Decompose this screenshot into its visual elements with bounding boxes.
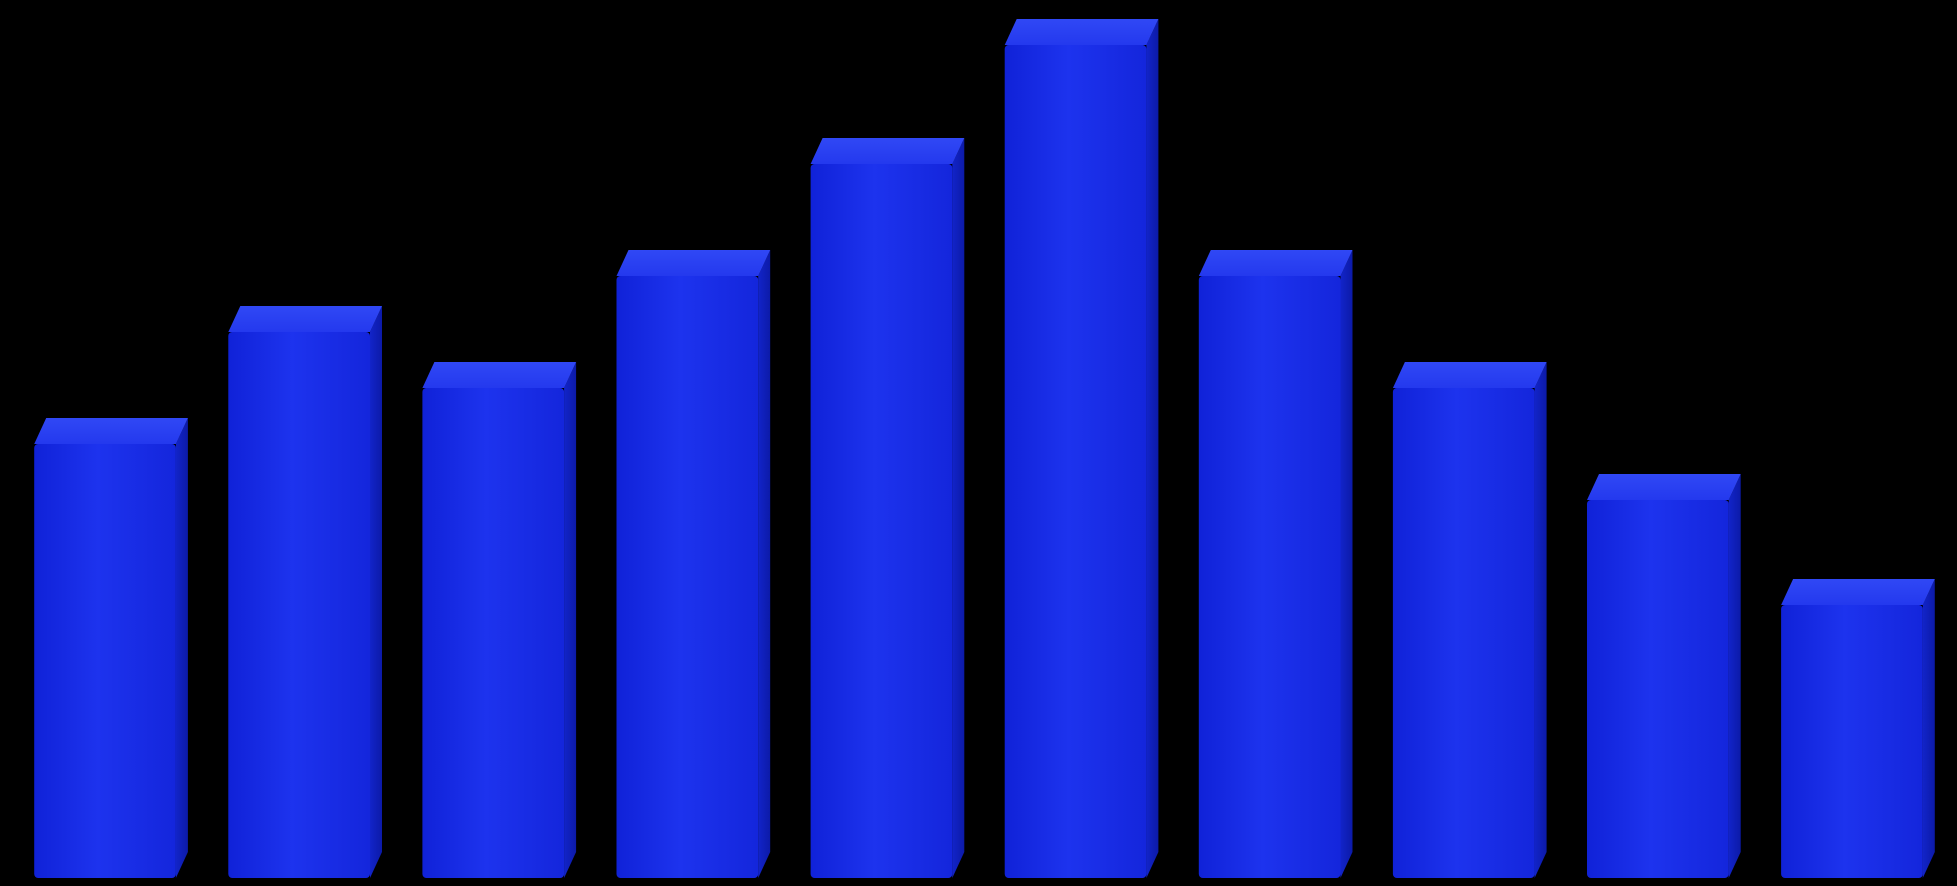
bar-10 (1781, 579, 1935, 878)
bar-side-face (175, 418, 188, 878)
bar-front-face (228, 332, 370, 878)
bar-top-face (1587, 474, 1741, 500)
bars-layer (34, 19, 1935, 878)
bar-front-face (422, 388, 565, 878)
bar-top-face (616, 250, 771, 276)
bar-5 (810, 138, 965, 878)
bar-front-face (34, 444, 176, 878)
bar-top-face (1392, 362, 1547, 388)
bar-side-face (1534, 362, 1547, 878)
bar-side-face (1922, 579, 1935, 878)
bar-top-face (1198, 250, 1353, 276)
bar-top-face (1004, 19, 1159, 45)
bar-front-face (1198, 276, 1341, 878)
bar-top-face (422, 362, 577, 388)
bar-2 (228, 306, 382, 878)
bar-front-face (810, 164, 953, 878)
bar-side-face (369, 306, 382, 878)
bar-side-face (952, 138, 965, 878)
bar-side-face (1728, 474, 1741, 878)
bar-9 (1587, 474, 1741, 878)
bar-side-face (1146, 19, 1159, 878)
bar-1 (34, 418, 188, 878)
bar-side-face (758, 250, 771, 878)
bar-top-face (34, 418, 188, 444)
bar-side-face (1340, 250, 1353, 878)
bar-8 (1392, 362, 1547, 878)
bar-7 (1198, 250, 1353, 878)
bar-front-face (616, 276, 759, 878)
bar-front-face (1587, 500, 1729, 878)
bar-4 (616, 250, 771, 878)
bar-front-face (1392, 388, 1535, 878)
bar-front-face (1004, 45, 1147, 878)
bar-top-face (810, 138, 965, 164)
bar-6 (1004, 19, 1159, 878)
bar-side-face (564, 362, 577, 878)
bar-3 (422, 362, 577, 878)
bar-top-face (228, 306, 382, 332)
bar-front-face (1781, 605, 1923, 878)
bar-top-face (1781, 579, 1935, 605)
